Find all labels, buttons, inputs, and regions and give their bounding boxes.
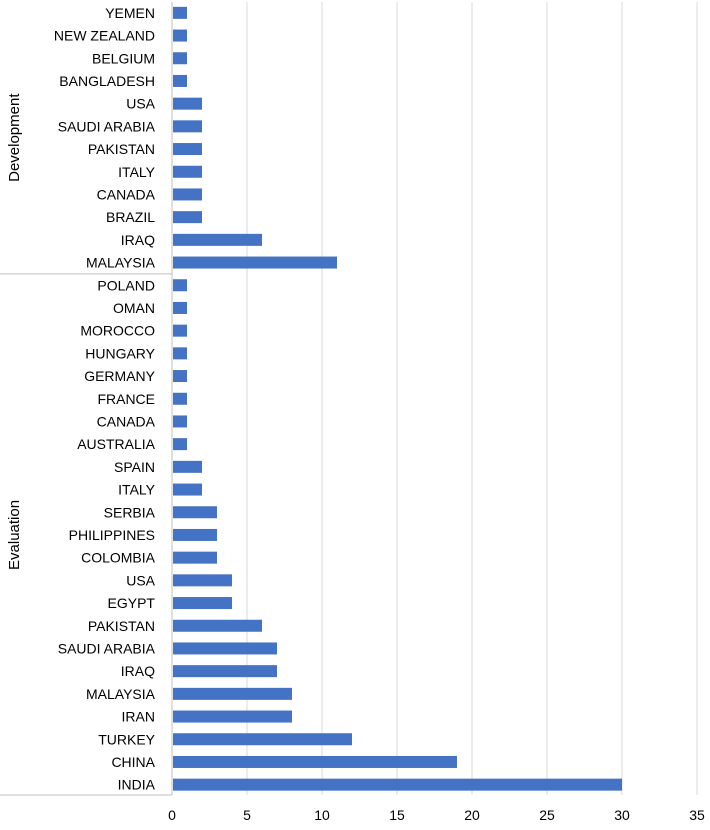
x-axis-ticks: 0 5 10 15 20 25 30 35 — [168, 807, 705, 823]
category-label: IRAQ — [121, 663, 155, 679]
category-label: TURKEY — [98, 731, 155, 747]
bar — [173, 256, 337, 269]
category-label: IRAN — [122, 709, 155, 725]
bar — [173, 279, 187, 292]
category-label: GERMANY — [84, 368, 155, 384]
x-tick-label: 20 — [464, 807, 480, 823]
x-tick-label: 25 — [539, 807, 555, 823]
category-label: ITALY — [118, 164, 155, 180]
bar — [173, 778, 622, 791]
category-label: CHINA — [111, 754, 155, 770]
bar — [173, 29, 187, 42]
gridlines — [0, 2, 698, 796]
category-label: YEMEN — [105, 5, 155, 21]
group-axis: Development Evaluation — [0, 93, 172, 570]
category-label: POLAND — [97, 277, 155, 293]
category-labels: YEMEN NEW ZEALAND BELGIUM BANGLADESH USA SAUD… — [54, 5, 156, 793]
bar — [173, 211, 202, 224]
category-label: HUNGARY — [85, 345, 155, 361]
bar — [173, 551, 217, 564]
category-label: CANADA — [97, 186, 156, 202]
category-label: FRANCE — [97, 391, 155, 407]
category-label: SAUDI ARABIA — [58, 640, 156, 656]
category-label: AUSTRALIA — [77, 436, 155, 452]
bar — [173, 528, 217, 541]
bar — [173, 301, 187, 314]
bar — [173, 438, 187, 451]
bars — [173, 6, 622, 791]
category-label: MOROCCO — [80, 323, 155, 339]
bar — [173, 347, 187, 360]
category-label: CANADA — [97, 413, 156, 429]
category-label: NEW ZEALAND — [54, 28, 155, 44]
x-tick-label: 0 — [168, 807, 176, 823]
bar — [173, 143, 202, 156]
bar — [173, 52, 187, 65]
bar — [173, 597, 232, 610]
bar — [173, 370, 187, 383]
bar — [173, 755, 457, 768]
bar — [173, 506, 217, 519]
category-label: BELGIUM — [92, 50, 155, 66]
bar — [173, 460, 202, 473]
category-label: OMAN — [113, 300, 155, 316]
bar — [173, 97, 202, 110]
bar — [173, 6, 187, 19]
category-label: PHILIPPINES — [69, 527, 155, 543]
x-tick-label: 35 — [689, 807, 705, 823]
x-tick-label: 15 — [389, 807, 405, 823]
category-label: USA — [126, 96, 155, 112]
category-label: BRAZIL — [106, 209, 155, 225]
category-label: BANGLADESH — [59, 73, 155, 89]
category-label: EGYPT — [108, 595, 156, 611]
bar — [173, 710, 292, 723]
bar — [173, 165, 202, 178]
bar — [173, 665, 277, 678]
category-label: SPAIN — [114, 459, 155, 475]
category-label: COLOMBIA — [81, 550, 156, 566]
category-label: PAKISTAN — [88, 618, 155, 634]
category-label: SAUDI ARABIA — [58, 118, 156, 134]
bar — [173, 120, 202, 133]
x-tick-label: 5 — [243, 807, 251, 823]
bar — [173, 733, 352, 746]
category-label: USA — [126, 572, 155, 588]
category-label: MALAYSIA — [86, 255, 156, 271]
bar — [173, 574, 232, 587]
group-label: Evaluation — [6, 500, 23, 570]
bar — [173, 188, 202, 201]
bar — [173, 619, 262, 632]
bar — [173, 642, 277, 655]
category-label: MALAYSIA — [86, 686, 156, 702]
category-label: SERBIA — [104, 504, 156, 520]
bar — [173, 392, 187, 405]
bar — [173, 233, 262, 246]
bar — [173, 687, 292, 700]
category-label: PAKISTAN — [88, 141, 155, 157]
category-label: ITALY — [118, 482, 155, 498]
x-tick-label: 10 — [314, 807, 330, 823]
category-label: IRAQ — [121, 232, 155, 248]
bar — [173, 324, 187, 337]
bar — [173, 483, 202, 496]
group-label: Development — [6, 93, 23, 182]
x-tick-label: 30 — [614, 807, 630, 823]
category-label: INDIA — [118, 777, 156, 793]
bar — [173, 415, 187, 428]
bar — [173, 74, 187, 87]
